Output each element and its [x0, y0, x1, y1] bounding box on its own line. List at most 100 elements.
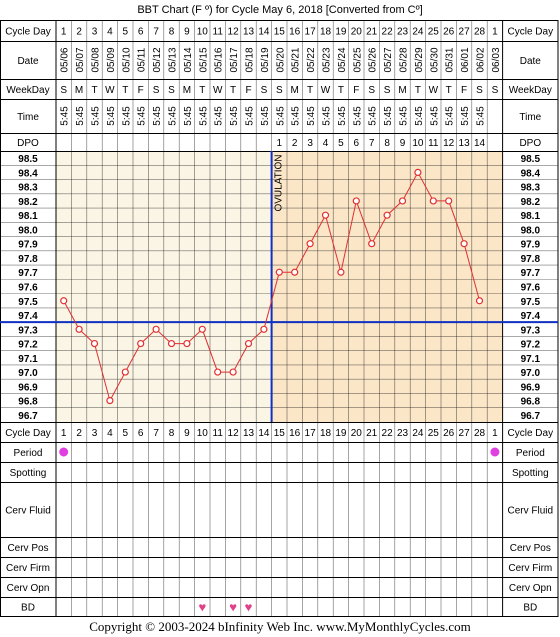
cycle-day-label: 7 [153, 27, 159, 38]
y-tick-label: 97.7 [18, 268, 38, 279]
weekday-label: T [415, 85, 421, 96]
temperature-point [306, 240, 314, 248]
weekday-label: F [353, 85, 359, 96]
temperature-point [90, 339, 99, 348]
time-label: 5:45 [152, 106, 163, 126]
dpo-label: 9 [400, 138, 406, 149]
cycle-day-label: 2 [76, 27, 82, 38]
date-label: 06/01 [460, 47, 471, 72]
date-label: 05/19 [260, 47, 271, 72]
cycle-day-label: 23 [397, 27, 409, 38]
weekday-label: W [321, 85, 331, 96]
cycle-day-label-bottom: 11 [213, 428, 224, 439]
row-label-right-period: Period [516, 448, 545, 459]
y-tick-label: 97.5 [18, 297, 38, 308]
time-label: 5:45 [121, 106, 132, 126]
dpo-label: 13 [459, 138, 471, 149]
temperature-point [183, 339, 191, 348]
dpo-label: 11 [428, 138, 439, 149]
weekday-label: M [75, 85, 83, 96]
time-label: 5:45 [60, 106, 71, 126]
cycle-day-label-bottom: 8 [169, 428, 175, 439]
cycle-day-label: 11 [213, 27, 224, 38]
weekday-label: W [429, 85, 439, 96]
weekday-label: M [398, 85, 406, 96]
row-label-cerv-firm: Cerv Firm [6, 563, 50, 574]
weekday-label: W [105, 85, 115, 96]
cycle-day-label: 27 [459, 27, 471, 38]
date-label: 05/24 [337, 47, 348, 72]
date-label: 05/07 [75, 47, 86, 72]
row-label-right-date: Date [520, 56, 542, 67]
time-label: 5:45 [445, 106, 456, 126]
post-ovulation-area [271, 151, 503, 422]
cycle-day-label: 17 [305, 27, 317, 38]
time-label: 5:45 [291, 106, 302, 126]
temperature-point [152, 325, 160, 333]
cycle-day-label-bottom: 17 [305, 428, 317, 439]
temperature-point [121, 368, 129, 376]
period-marker [59, 447, 69, 457]
cycle-day-label: 24 [412, 27, 424, 38]
cycle-day-label: 1 [492, 27, 498, 38]
time-label: 5:45 [368, 106, 379, 126]
dpo-label: 2 [292, 138, 298, 149]
date-label: 05/22 [306, 47, 317, 72]
weekday-label: T [199, 85, 205, 96]
dpo-label: 8 [384, 138, 390, 149]
row-label-cerv-fluid: Cerv Fluid [5, 506, 51, 517]
temperature-point [352, 197, 360, 205]
row-label-right-dpo: DPO [519, 138, 541, 149]
temperature-point [321, 211, 330, 219]
y-tick-label: 98.5 [18, 154, 38, 165]
y-tick-label-right: 97.5 [521, 297, 541, 308]
row-label-right-bd: BD [523, 603, 537, 614]
dpo-label: 1 [277, 138, 283, 149]
copyright-footer: Copyright © 2003-2024 bInfinity Web Inc.… [89, 619, 471, 634]
temperature-point [244, 339, 253, 348]
date-label: 05/09 [106, 47, 117, 72]
cycle-day-label: 9 [184, 27, 190, 38]
time-label: 5:45 [183, 106, 194, 126]
y-tick-label: 97.0 [18, 368, 38, 379]
cycle-day-label-bottom: 6 [138, 428, 144, 439]
date-label: 05/25 [352, 47, 363, 72]
cycle-day-label-bottom: 24 [412, 428, 424, 439]
row-label-cerv-pos: Cerv Pos [7, 543, 48, 554]
cycle-day-label: 26 [443, 27, 455, 38]
cycle-day-label-bottom: 26 [443, 428, 455, 439]
period-marker [490, 447, 500, 457]
row-label-cycle-day: Cycle Day [5, 27, 51, 38]
time-label: 5:45 [414, 106, 425, 126]
date-label: 05/16 [214, 47, 225, 72]
date-label: 05/28 [399, 47, 410, 72]
dpo-label: 7 [369, 138, 375, 149]
weekday-label: S [153, 85, 160, 96]
temperature-point [429, 197, 437, 205]
date-label: 05/21 [291, 47, 302, 72]
row-label-right-cerv-pos: Cerv Pos [510, 543, 551, 554]
dpo-label: 6 [354, 138, 360, 149]
cycle-day-label-bottom: 15 [274, 428, 286, 439]
temperature-point [137, 339, 145, 348]
y-tick-label-right: 97.2 [521, 340, 541, 351]
row-label-dpo: DPO [17, 138, 39, 149]
y-tick-label-right: 96.9 [521, 382, 541, 393]
cycle-day-label-bottom: 2 [76, 428, 82, 439]
y-tick-label-right: 98.1 [521, 211, 541, 222]
y-tick-label-right: 98.2 [521, 197, 541, 208]
y-tick-label-right: 97.9 [521, 240, 541, 251]
y-tick-label-right: 96.7 [521, 411, 541, 422]
cycle-day-label-bottom: 1 [492, 428, 498, 439]
date-label: 05/06 [60, 47, 71, 72]
temperature-point [275, 268, 283, 276]
cycle-day-label: 15 [274, 27, 286, 38]
row-label-cerv-opn: Cerv Opn [7, 583, 50, 594]
time-label: 5:45 [476, 106, 487, 126]
weekday-label: T [446, 85, 452, 96]
temperature-point [60, 297, 68, 305]
cycle-day-label: 8 [169, 27, 175, 38]
weekday-label: T [338, 85, 344, 96]
date-label: 05/29 [414, 47, 425, 72]
cycle-day-label: 6 [138, 27, 144, 38]
